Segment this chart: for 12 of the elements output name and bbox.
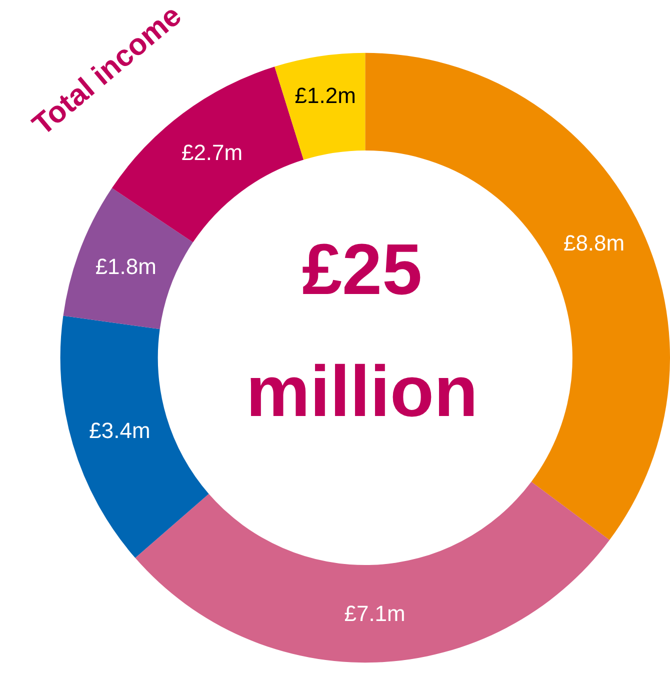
donut-slice [274,52,366,160]
text: £25 [302,230,422,310]
donut-slice [63,188,193,330]
data-label: £1.2m [294,83,356,108]
data-label: £8.8m [563,230,625,256]
data-label: £2.7m [181,140,243,165]
donut-slice [60,316,209,558]
text: million [246,352,478,432]
data-label: £1.8m [95,254,156,279]
donut-slice [135,482,610,662]
data-label: £7.1m [344,601,406,626]
data-label: £3.4m [89,418,150,444]
